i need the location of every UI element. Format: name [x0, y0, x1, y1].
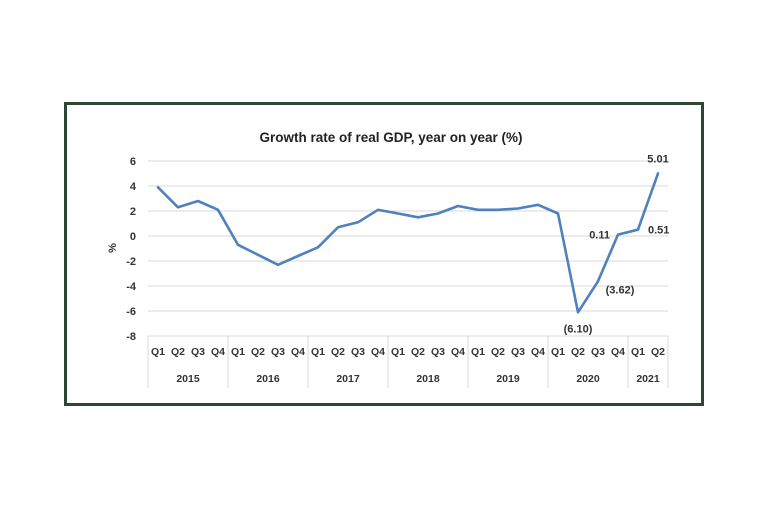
- y-tick-label: -8: [126, 331, 136, 343]
- x-tick-label: Q2: [251, 346, 265, 358]
- x-tick-label: Q2: [571, 346, 585, 358]
- x-tick-label: Q4: [451, 346, 465, 358]
- x-tick-label: Q2: [331, 346, 345, 358]
- year-group-label: 2015: [176, 373, 200, 385]
- y-tick-label: 6: [130, 156, 136, 168]
- x-tick-label: Q2: [651, 346, 665, 358]
- y-tick-label: -6: [126, 306, 136, 318]
- y-tick-label: 2: [130, 206, 136, 218]
- x-tick-label: Q4: [611, 346, 625, 358]
- series-line: [156, 172, 660, 314]
- year-group-label: 2016: [256, 373, 280, 385]
- x-tick-label: Q3: [511, 346, 525, 358]
- x-tick-label: Q2: [171, 346, 185, 358]
- y-tick-label: -2: [126, 256, 136, 268]
- data-label: 5.01: [647, 153, 668, 165]
- x-tick-label: Q1: [231, 346, 245, 358]
- x-tick-label: Q1: [631, 346, 645, 358]
- x-tick-label: Q1: [551, 346, 565, 358]
- y-tick-label: 0: [130, 231, 136, 243]
- x-tick-label: Q1: [471, 346, 485, 358]
- x-tick-label: Q4: [531, 346, 545, 358]
- year-group-label: 2017: [336, 373, 360, 385]
- year-group-label: 2021: [636, 373, 660, 385]
- x-tick-label: Q4: [371, 346, 385, 358]
- x-tick-label: Q3: [431, 346, 445, 358]
- chart-title: Growth rate of real GDP, year on year (%…: [259, 130, 522, 145]
- x-tick-label: Q1: [311, 346, 325, 358]
- x-tick-label: Q1: [391, 346, 405, 358]
- year-group-label: 2019: [496, 373, 520, 385]
- data-label: 0.51: [648, 225, 669, 237]
- y-tick-label: -4: [126, 281, 137, 293]
- x-tick-label: Q3: [271, 346, 285, 358]
- data-label: (3.62): [606, 284, 635, 296]
- x-tick-label: Q1: [151, 346, 165, 358]
- x-tick-label: Q4: [211, 346, 225, 358]
- category-axis: Q1 Q2 Q3 Q4 Q1 Q2 Q3 Q4 Q1 Q2 Q3 Q4 Q1 Q2 Q3 Q4 Q1 Q2 Q3 Q4…: [147, 336, 669, 388]
- x-tick-label: Q3: [191, 346, 205, 358]
- series-layer: [156, 172, 660, 314]
- x-tick-label: Q3: [351, 346, 365, 358]
- gdp-growth-chart: Growth rate of real GDP, year on year (%…: [107, 130, 670, 388]
- year-group-label: 2018: [416, 373, 440, 385]
- gridlines: [148, 160, 668, 337]
- chart-frame: Growth rate of real GDP, year on year (%…: [64, 102, 704, 406]
- y-axis-ticks: 6 4 2 0 -2 -4 -6 -8: [126, 156, 137, 343]
- x-tick-label: Q2: [411, 346, 425, 358]
- data-label: 0.11: [589, 230, 610, 242]
- x-tick-label: Q4: [291, 346, 305, 358]
- x-tick-label: Q3: [591, 346, 605, 358]
- x-tick-label: Q2: [491, 346, 505, 358]
- data-label: (6.10): [564, 323, 593, 335]
- data-labels: (6.10) (3.62) 0.11 0.51 5.01: [564, 153, 670, 335]
- y-tick-label: 4: [130, 181, 137, 193]
- y-axis-label: %: [107, 243, 119, 253]
- year-group-label: 2020: [576, 373, 600, 385]
